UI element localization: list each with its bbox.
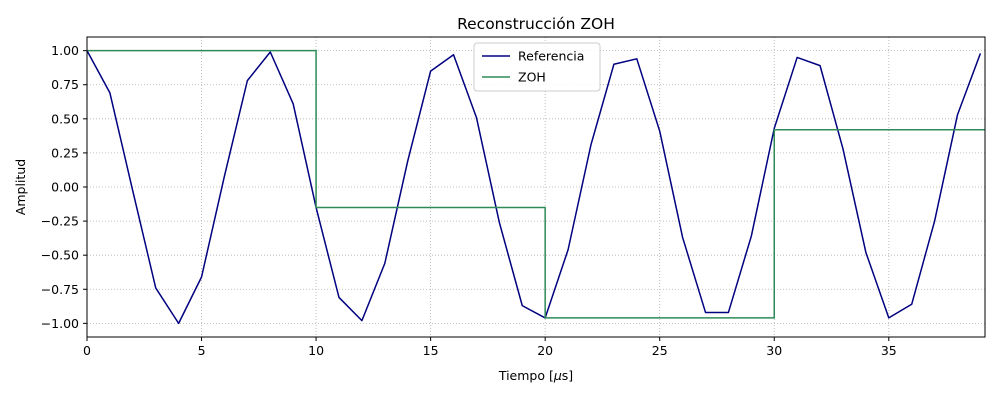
x-tick-label: 20: [537, 343, 553, 358]
y-tick-label: −0.50: [41, 248, 79, 263]
legend-label-zoh: ZOH: [518, 70, 546, 85]
y-tick-label: 0.50: [51, 111, 79, 126]
series-line-referencia: [86, 50, 982, 325]
x-tick-label: 30: [766, 343, 782, 358]
y-tick-label: 0.25: [51, 145, 79, 160]
tick-layer: 0 5 10 15 20 25 30 35 1.00 0.75 0.50 0.25 0.00 −0.25 −…: [41, 43, 897, 358]
x-tick-label: 10: [308, 343, 324, 358]
legend-box: [473, 42, 601, 92]
y-tick-label: 0.00: [51, 180, 79, 195]
y-tick-label: −0.75: [41, 282, 79, 297]
x-tick-label: 0: [83, 343, 91, 358]
x-axis-label: Tiempo [μs]: [498, 368, 573, 383]
y-axis-label: Amplitud: [13, 159, 28, 215]
y-tick-label: 1.00: [51, 43, 79, 58]
series-line-zoh: [87, 49, 985, 319]
x-tick-label: 35: [881, 343, 897, 358]
x-tick-label: 25: [652, 343, 668, 358]
chart-title: Reconstrucción ZOH: [457, 15, 615, 33]
x-tick-label: 15: [423, 343, 439, 358]
x-tick-label: 5: [198, 343, 206, 358]
legend-label-referencia: Referencia: [518, 49, 584, 64]
y-tick-label: −0.25: [41, 214, 79, 229]
y-tick-label: 0.75: [51, 77, 79, 92]
legend: Referencia ZOH: [473, 42, 601, 92]
y-tick-label: −1.00: [41, 316, 79, 331]
series-layer: [86, 49, 985, 325]
